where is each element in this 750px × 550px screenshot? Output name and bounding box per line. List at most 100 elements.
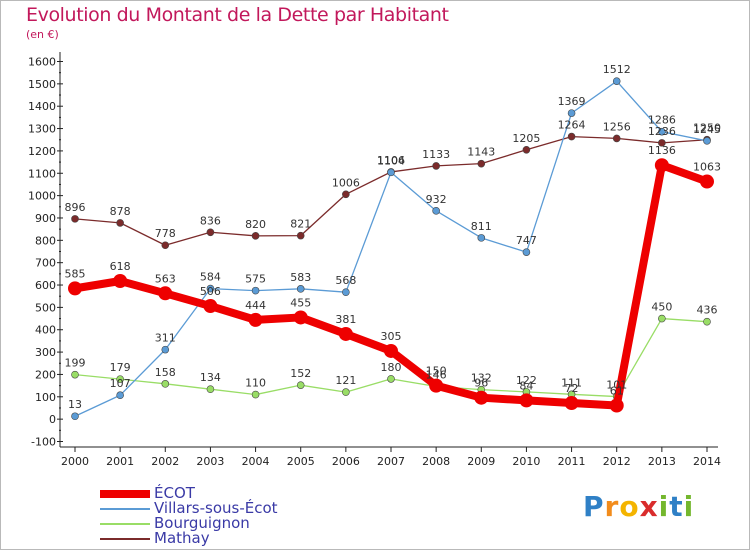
data-point: [477, 159, 486, 168]
data-label: 747: [516, 234, 537, 247]
data-point: [71, 370, 79, 379]
data-label: 1133: [422, 148, 450, 161]
data-label: 820: [245, 218, 266, 231]
data-label: 305: [381, 330, 402, 343]
data-label: 1286: [648, 114, 676, 127]
y-tick-label: 0: [49, 413, 56, 426]
data-point: [432, 207, 440, 215]
series-villars-sous-cot: [71, 77, 711, 421]
data-point: [654, 158, 669, 173]
data-label: 150: [426, 365, 447, 378]
data-label: 506: [200, 285, 221, 298]
y-tick-label: 1300: [28, 123, 56, 136]
data-point: [700, 174, 714, 189]
data-label: 1512: [603, 63, 631, 76]
data-point: [68, 281, 82, 296]
x-tick-label: 2005: [287, 455, 315, 468]
data-point: [251, 286, 260, 295]
data-point: [251, 232, 260, 240]
data-label: 1136: [648, 144, 676, 157]
legend-swatch: [100, 538, 150, 540]
data-label: 436: [697, 304, 718, 317]
data-point: [248, 312, 263, 327]
x-tick-label: 2004: [242, 455, 270, 468]
data-point: [293, 310, 308, 325]
data-label: 575: [245, 273, 266, 286]
data-label: 568: [335, 274, 356, 287]
data-label: 583: [290, 271, 311, 284]
data-label: 1006: [332, 176, 360, 189]
data-label: 152: [290, 367, 311, 380]
x-tick-label: 2002: [151, 455, 179, 468]
data-point: [116, 219, 124, 227]
data-point: [519, 393, 534, 408]
series-lines: [68, 77, 714, 421]
y-tick-label: 500: [35, 301, 56, 314]
logo-letter: t: [669, 490, 684, 523]
data-point: [206, 228, 215, 237]
data-point: [342, 190, 350, 199]
series--cot: [68, 158, 714, 413]
y-tick-label: 700: [35, 257, 56, 270]
y-tick-label: 100: [35, 391, 56, 404]
legend-label: ÉCOT: [154, 484, 195, 502]
data-label: 932: [426, 193, 447, 206]
logo-letter: P: [583, 490, 605, 523]
data-label: 146: [426, 369, 447, 382]
data-label: 836: [200, 214, 221, 227]
data-point: [342, 288, 350, 296]
data-point: [206, 385, 215, 393]
x-tick-label: 2007: [377, 455, 405, 468]
data-point: [161, 345, 170, 354]
data-point: [338, 326, 353, 341]
data-label: 311: [155, 332, 176, 345]
y-tick-label: 600: [35, 279, 56, 292]
data-point: [658, 127, 666, 136]
chart-title: Evolution du Montant de la Dette par Hab…: [26, 4, 449, 26]
data-label: 111: [561, 376, 582, 389]
data-label: 450: [651, 301, 672, 314]
data-label: 132: [471, 372, 492, 385]
data-label: 158: [155, 366, 176, 379]
data-point: [296, 231, 305, 240]
data-label: 381: [335, 313, 356, 326]
data-label: 96: [474, 377, 488, 390]
x-tick-label: 2009: [467, 455, 495, 468]
data-point: [161, 380, 170, 388]
x-tick-label: 2010: [512, 455, 540, 468]
data-point: [429, 378, 444, 393]
data-label: 1205: [512, 132, 540, 145]
data-label: 121: [335, 374, 356, 387]
y-tick-label: 800: [35, 234, 56, 247]
data-label: 122: [516, 374, 537, 387]
data-label: 1250: [693, 122, 721, 135]
data-label: 180: [381, 361, 402, 374]
y-tick-label: 1600: [28, 56, 56, 69]
x-tick-label: 2013: [648, 455, 676, 468]
data-point: [116, 375, 124, 383]
x-tick-label: 2006: [332, 455, 360, 468]
logo-letter: r: [604, 490, 620, 523]
data-point: [158, 286, 173, 301]
data-label: 1264: [558, 119, 586, 132]
data-label: 878: [110, 205, 131, 218]
data-label: 618: [110, 260, 131, 273]
logo-letter: o: [619, 490, 640, 523]
data-label: 1104: [377, 154, 405, 167]
data-label: 84: [519, 379, 533, 392]
data-label: 1256: [603, 120, 631, 133]
data-point: [609, 398, 624, 413]
data-label: 811: [471, 220, 492, 233]
data-label: 1245: [693, 123, 721, 136]
data-label: 101: [606, 379, 627, 392]
legend-swatch: [100, 508, 150, 510]
data-label: 1106: [377, 154, 405, 167]
x-tick-label: 2001: [106, 455, 134, 468]
data-point: [474, 390, 489, 405]
y-tick-label: 400: [35, 324, 56, 337]
x-tick-label: 2000: [61, 455, 89, 468]
y-tick-label: 200: [35, 368, 56, 381]
x-tick-label: 2012: [603, 455, 631, 468]
data-label: 584: [200, 271, 221, 284]
data-label: 199: [65, 357, 86, 370]
